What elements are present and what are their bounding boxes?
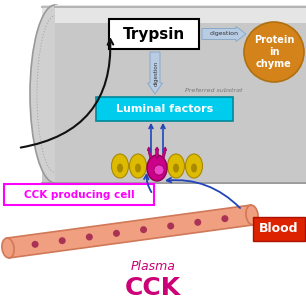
Ellipse shape: [191, 163, 197, 173]
Text: CCK producing cell: CCK producing cell: [24, 189, 134, 200]
Text: Trypsin: Trypsin: [123, 27, 185, 42]
Ellipse shape: [117, 163, 123, 173]
FancyArrowPatch shape: [161, 125, 165, 152]
Polygon shape: [7, 205, 253, 258]
FancyBboxPatch shape: [96, 97, 233, 121]
Circle shape: [221, 215, 228, 222]
Ellipse shape: [2, 238, 14, 258]
Ellipse shape: [246, 205, 258, 225]
Text: Blood: Blood: [259, 222, 299, 236]
FancyArrow shape: [147, 52, 162, 94]
FancyArrow shape: [155, 147, 159, 158]
FancyArrow shape: [162, 147, 167, 158]
Text: Protein
in
chyme: Protein in chyme: [254, 35, 294, 69]
Bar: [42, 5, 306, 183]
Bar: [55, 5, 306, 23]
Ellipse shape: [173, 163, 179, 173]
Ellipse shape: [111, 154, 129, 178]
Text: digestion: digestion: [154, 60, 159, 86]
Ellipse shape: [129, 154, 147, 178]
Circle shape: [86, 233, 93, 241]
Bar: [55, 5, 306, 183]
Text: Preferred substrat: Preferred substrat: [185, 88, 242, 92]
Ellipse shape: [147, 155, 167, 181]
Circle shape: [59, 237, 66, 244]
Ellipse shape: [167, 154, 185, 178]
Circle shape: [154, 165, 164, 175]
Circle shape: [32, 241, 39, 248]
Bar: [42, 5, 306, 23]
FancyArrowPatch shape: [21, 39, 113, 147]
Circle shape: [194, 219, 201, 226]
Circle shape: [244, 22, 304, 82]
Circle shape: [113, 230, 120, 237]
Text: Luminal factors: Luminal factors: [116, 104, 213, 114]
FancyArrowPatch shape: [144, 175, 151, 192]
FancyArrowPatch shape: [149, 125, 153, 152]
FancyBboxPatch shape: [109, 19, 199, 49]
FancyArrowPatch shape: [167, 178, 240, 208]
Text: digestion: digestion: [210, 31, 238, 35]
Ellipse shape: [30, 5, 80, 183]
Circle shape: [140, 226, 147, 233]
FancyBboxPatch shape: [253, 217, 305, 241]
Ellipse shape: [185, 154, 203, 178]
Ellipse shape: [135, 163, 141, 173]
FancyBboxPatch shape: [4, 184, 154, 205]
Text: CCK: CCK: [125, 276, 181, 300]
FancyArrow shape: [147, 147, 152, 158]
Text: Plasma: Plasma: [131, 260, 175, 274]
FancyArrow shape: [202, 27, 246, 42]
Circle shape: [167, 222, 174, 230]
